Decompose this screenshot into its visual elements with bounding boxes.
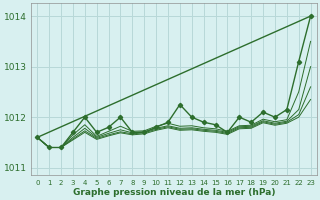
X-axis label: Graphe pression niveau de la mer (hPa): Graphe pression niveau de la mer (hPa) xyxy=(73,188,275,197)
